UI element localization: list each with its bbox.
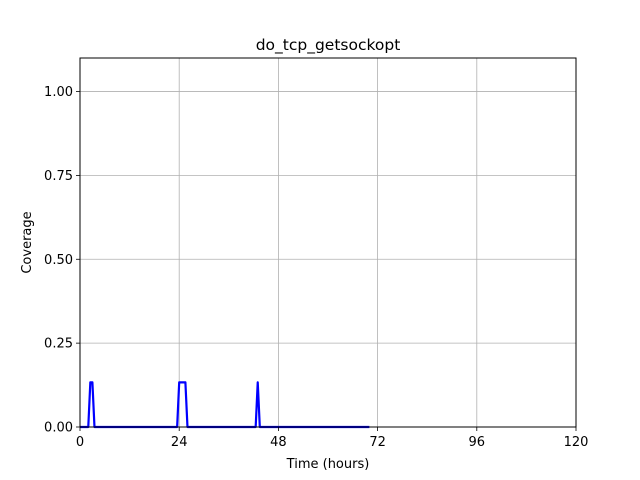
chart-title: do_tcp_getsockopt — [256, 36, 401, 55]
x-tick-label: 72 — [369, 435, 386, 450]
y-tick-label: 0.25 — [44, 337, 73, 352]
grid-lines — [79, 58, 577, 428]
y-tick-label: 0.75 — [44, 169, 73, 184]
x-tick-label: 24 — [171, 435, 188, 450]
plot-frame — [79, 57, 577, 428]
axis-ticks: 0 24 48 72 96 120 0.00 0.25 0.50 0.75 1.00 — [44, 85, 588, 450]
y-tick-label: 1.00 — [44, 85, 73, 100]
x-axis-label: Time (hours) — [286, 457, 370, 472]
x-tick-label: 0 — [76, 435, 84, 450]
x-tick-label: 96 — [469, 435, 486, 450]
series-line-0 — [80, 381, 370, 429]
series-layer — [80, 381, 370, 429]
y-tick-label: 0.00 — [44, 421, 73, 436]
x-tick-label: 120 — [564, 435, 589, 450]
y-axis-label: Coverage — [20, 211, 35, 273]
y-tick-label: 0.50 — [44, 253, 73, 268]
x-tick-label: 48 — [270, 435, 287, 450]
